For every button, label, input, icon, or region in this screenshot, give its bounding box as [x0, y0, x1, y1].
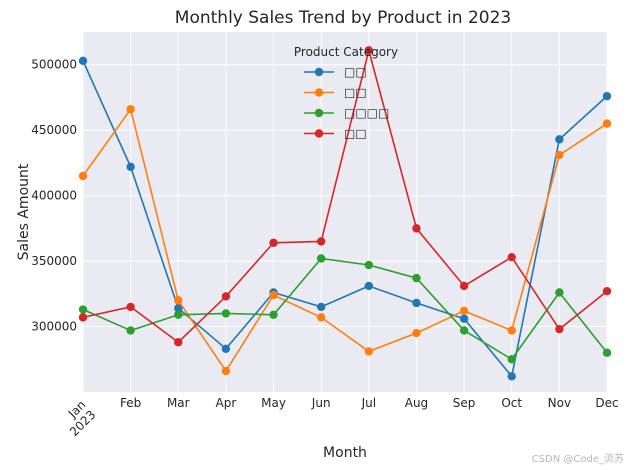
data-point	[459, 326, 469, 335]
legend-marker	[314, 88, 324, 97]
x-tick-label: Feb	[120, 396, 141, 410]
legend-item: □□□□	[304, 106, 389, 120]
series-2	[78, 254, 612, 364]
data-point	[316, 237, 326, 246]
legend-marker	[314, 67, 324, 77]
data-point	[78, 305, 88, 314]
series-1	[78, 105, 612, 376]
legend-label: □□□□	[344, 106, 389, 120]
data-point	[602, 348, 612, 357]
data-point	[602, 119, 612, 128]
data-point	[316, 302, 326, 312]
series-lines	[78, 46, 612, 381]
data-point	[555, 288, 564, 297]
data-point	[126, 162, 135, 172]
chart-title: Monthly Sales Trend by Product in 2023	[175, 8, 511, 28]
series-line	[82, 107, 608, 373]
data-point	[459, 281, 469, 291]
legend-label: □□	[344, 127, 367, 141]
data-point	[412, 328, 421, 338]
data-point	[602, 287, 612, 296]
data-point	[507, 252, 516, 262]
plot-area	[83, 32, 607, 392]
data-point	[507, 355, 516, 364]
x-tick-label: Sep	[453, 396, 476, 410]
data-point	[459, 306, 469, 316]
data-point	[269, 310, 278, 319]
data-point	[316, 254, 326, 263]
data-point	[126, 302, 135, 312]
data-point	[364, 281, 374, 291]
legend-item: □□	[304, 86, 367, 100]
y-tick-label: 400000	[31, 189, 77, 203]
y-tick-label: 500000	[31, 58, 77, 72]
data-point	[78, 56, 88, 65]
x-tick-label: Jul	[361, 396, 376, 410]
legend-marker	[314, 108, 324, 118]
legend-item: □□	[304, 65, 367, 79]
data-point	[364, 347, 374, 356]
data-point	[78, 313, 88, 322]
data-point	[555, 324, 564, 334]
data-point	[269, 290, 278, 300]
x-tick-label: Nov	[548, 396, 571, 410]
x-axis-label: Month	[323, 445, 367, 461]
series-line	[82, 257, 608, 361]
x-tick-label: May	[261, 396, 286, 410]
data-point	[316, 313, 326, 322]
data-point	[507, 372, 516, 381]
data-point	[269, 238, 278, 247]
x-tick-label: Mar	[167, 396, 190, 410]
series-line	[82, 60, 608, 379]
x-tick-label: Dec	[595, 396, 618, 410]
data-point	[126, 326, 135, 335]
legend-label: □□	[344, 65, 367, 79]
y-axis-label: Sales Amount	[16, 163, 32, 260]
legend: Product Category □□□□□□□□□□	[294, 45, 398, 141]
x-tick-label: Oct	[501, 396, 522, 410]
data-point	[412, 273, 421, 283]
data-point	[174, 310, 183, 319]
data-point	[221, 292, 231, 301]
legend-title: Product Category	[294, 45, 398, 59]
data-point	[78, 171, 88, 181]
x-tick-label: Jun	[311, 396, 331, 410]
data-point	[364, 46, 374, 55]
series-3	[78, 46, 612, 347]
data-point	[221, 366, 231, 376]
watermark: CSDN @Code_流苏	[532, 452, 624, 465]
data-point	[174, 338, 183, 347]
data-point	[221, 344, 231, 353]
data-point	[555, 135, 564, 144]
data-point	[459, 314, 469, 323]
data-point	[126, 105, 135, 114]
legend-item: □□	[304, 127, 367, 141]
y-tick-label: 450000	[31, 123, 77, 137]
data-point	[174, 296, 183, 305]
y-tick-label: 350000	[31, 254, 77, 268]
data-point	[555, 150, 564, 160]
data-point	[507, 326, 516, 335]
series-line	[82, 47, 608, 344]
legend-marker	[314, 129, 324, 138]
x-tick-label: Aug	[405, 396, 428, 410]
data-point	[412, 298, 421, 308]
legend-label: □□	[344, 86, 367, 100]
data-point	[364, 260, 374, 270]
x-tick-label: Apr	[216, 396, 237, 410]
data-point	[221, 309, 231, 318]
y-tick-label: 300000	[31, 320, 77, 334]
y-tick-labels: 300000 350000 400000 450000 500000	[31, 58, 77, 334]
data-point	[602, 91, 612, 101]
data-point	[412, 224, 421, 233]
data-point	[174, 304, 183, 313]
